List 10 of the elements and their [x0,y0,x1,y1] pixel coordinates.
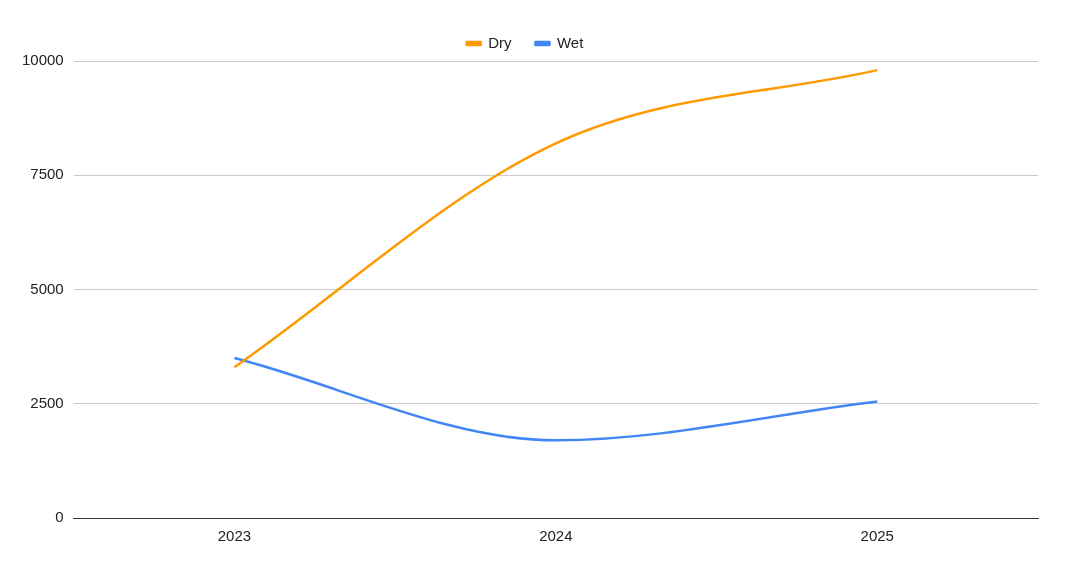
y-tick-label: 10000 [21,51,64,69]
y-tick-label: 5000 [30,279,64,297]
x-tick-label: 2025 [860,527,894,545]
y-tick-label: 0 [55,508,64,526]
x-tick-label: 2024 [539,527,573,545]
legend-label: Dry [488,33,512,51]
y-tick-label: 2500 [30,393,64,411]
x-tick-label: 2023 [217,527,252,545]
y-tick-label: 7500 [30,165,64,183]
legend-label: Wet [556,33,585,51]
